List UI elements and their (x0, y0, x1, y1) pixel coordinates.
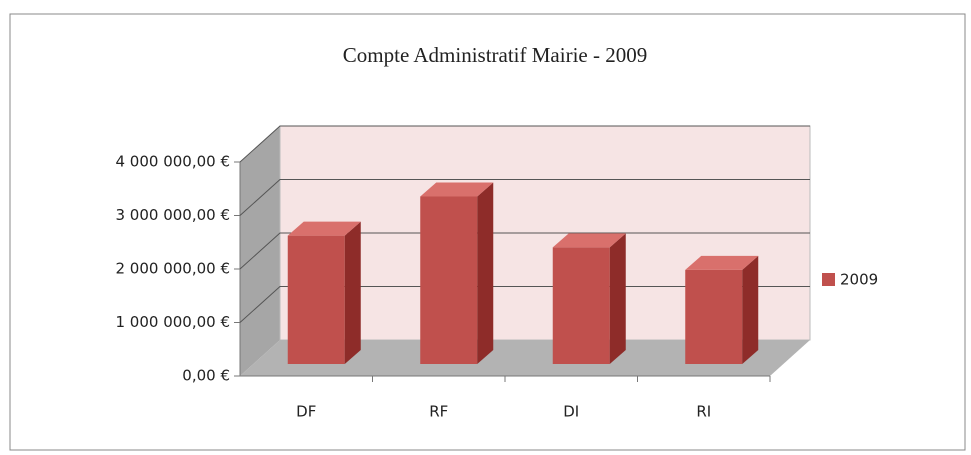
bar (420, 182, 494, 364)
legend-swatch (822, 273, 835, 286)
y-tick-label: 0,00 € (182, 367, 230, 385)
bar-side (609, 233, 626, 364)
floor (240, 340, 810, 376)
bar-top (685, 255, 759, 270)
x-tick-label: RI (696, 403, 711, 421)
bar (287, 221, 361, 364)
bar (685, 255, 759, 364)
bar-front (420, 196, 478, 364)
bar-front (552, 247, 610, 364)
bar-side (344, 221, 361, 364)
bar-side (742, 255, 759, 364)
x-tick-label: DF (296, 403, 316, 421)
y-tick-label: 2 000 000,00 € (115, 260, 230, 278)
bar-top (287, 221, 361, 236)
bar-front (287, 235, 345, 364)
y-tick-label: 1 000 000,00 € (115, 313, 230, 331)
grid-line (239, 232, 810, 270)
bar-top (552, 233, 626, 248)
grid-line (239, 125, 810, 163)
grid-line (239, 179, 810, 216)
bar-top (420, 182, 494, 197)
bar-front (685, 269, 743, 364)
x-tick-label: RF (429, 403, 448, 421)
grid-line (239, 286, 810, 323)
y-tick-label: 4 000 000,00 € (115, 153, 230, 171)
x-tick-label: DI (563, 403, 579, 421)
bar (552, 233, 626, 364)
y-tick-label: 3 000 000,00 € (115, 206, 230, 224)
legend-label: 2009 (840, 271, 878, 289)
chart-title: Compte Administratif Mairie - 2009 (343, 43, 647, 67)
bar-side (477, 182, 494, 364)
